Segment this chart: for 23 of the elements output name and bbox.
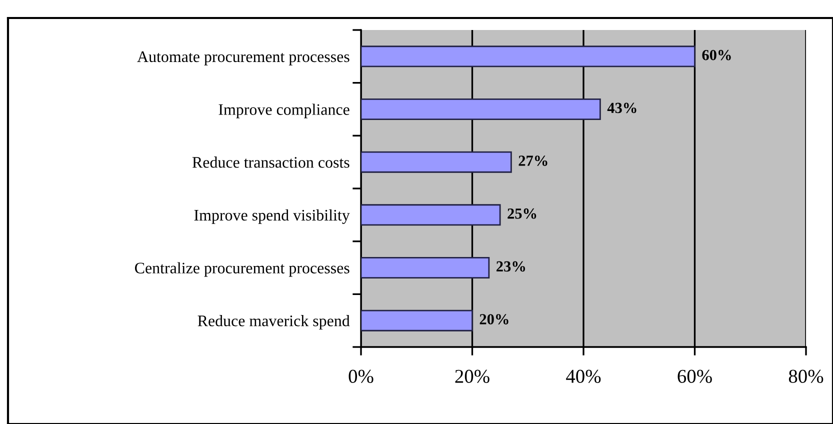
y-tick-label: Reduce transaction costs bbox=[192, 156, 350, 168]
bar bbox=[361, 204, 501, 226]
data-label: 23% bbox=[496, 261, 526, 272]
x-tick-label: 20% bbox=[455, 370, 490, 383]
x-tick-label: 60% bbox=[678, 370, 712, 383]
x-tick-label: 80% bbox=[788, 370, 824, 383]
data-label: 25% bbox=[508, 208, 536, 219]
data-label: 43% bbox=[607, 102, 636, 114]
x-tick-label: 40% bbox=[566, 370, 601, 383]
data-label: 20% bbox=[480, 314, 508, 324]
y-tick-label: Automate procurement processes bbox=[137, 51, 350, 66]
bar bbox=[361, 46, 696, 68]
y-tick-label: Improve spend visibility bbox=[194, 209, 350, 224]
bar bbox=[361, 98, 601, 120]
bar bbox=[361, 151, 512, 173]
data-label: 27% bbox=[518, 156, 548, 166]
y-tick-label: Improve compliance bbox=[218, 104, 350, 118]
y-tick-label: Centralize procurement processes bbox=[135, 262, 350, 277]
x-tick-label: 0% bbox=[348, 370, 374, 383]
y-tick-label: Reduce maverick spend bbox=[198, 315, 350, 330]
bar bbox=[361, 257, 490, 278]
bar bbox=[361, 310, 473, 332]
data-label: 60% bbox=[702, 50, 731, 60]
